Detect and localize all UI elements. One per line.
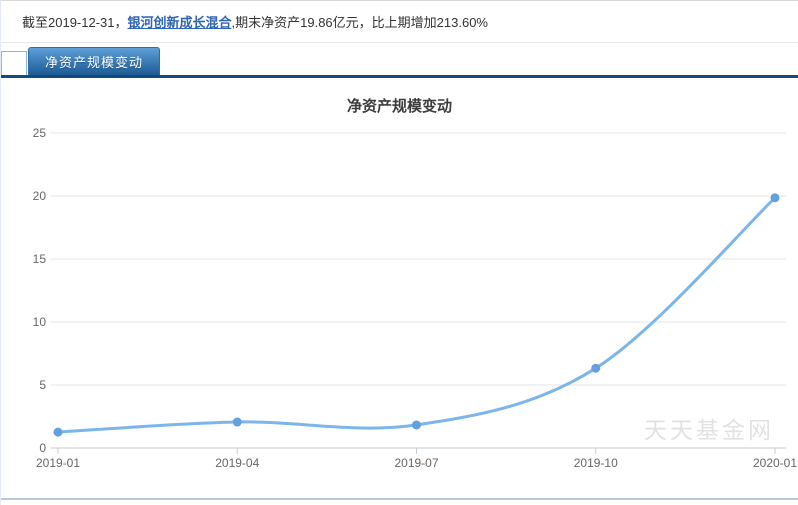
fund-summary-bar: 截至2019-12-31， 银河创新成长混合 ,期末净资产19.86亿元，比上期增加…	[1, 1, 798, 43]
x-axis-label: 2019-07	[394, 456, 438, 470]
x-axis-label: 2020-01	[753, 456, 797, 470]
tab-bar: 净资产规模变动	[1, 43, 798, 78]
y-axis-label: 25	[33, 126, 47, 140]
y-axis-label: 10	[33, 315, 47, 329]
series-line	[56, 196, 777, 434]
y-axis-label: 5	[39, 378, 46, 392]
tab-underline	[1, 75, 798, 78]
data-point-marker[interactable]	[412, 420, 421, 430]
net-asset-line-chart: 0 5 10 15 20 25 2019-01 2019-04 2019-07 2019-10 20…	[33, 126, 798, 470]
y-axis-label: 15	[33, 252, 47, 266]
data-point-marker[interactable]	[232, 417, 242, 427]
data-point-marker[interactable]	[53, 427, 63, 437]
x-axis-label: 2019-01	[36, 456, 80, 470]
tab-bar-left-stub	[1, 51, 27, 75]
tab-net-asset-scale[interactable]: 净资产规模变动	[28, 47, 161, 75]
fund-name-link[interactable]: 银河创新成长混合	[127, 15, 232, 30]
y-axis-label: 0	[39, 441, 46, 455]
y-axis-label: 20	[33, 189, 47, 203]
summary-suffix: ,期末净资产19.86亿元，比上期增加213.60%	[231, 15, 488, 30]
x-axis-label: 2019-10	[574, 456, 618, 470]
data-point-marker[interactable]	[591, 363, 601, 373]
x-axis-label: 2019-04	[215, 456, 259, 470]
summary-prefix: 截至2019-12-31，	[22, 15, 128, 30]
chart-title: 净资产规模变动	[346, 98, 452, 115]
chart-panel: 净资产规模变动 0 5 10 15 20 25 2019-01 2019-04 2019-07 2…	[1, 78, 798, 500]
data-point-marker[interactable]	[770, 193, 780, 203]
